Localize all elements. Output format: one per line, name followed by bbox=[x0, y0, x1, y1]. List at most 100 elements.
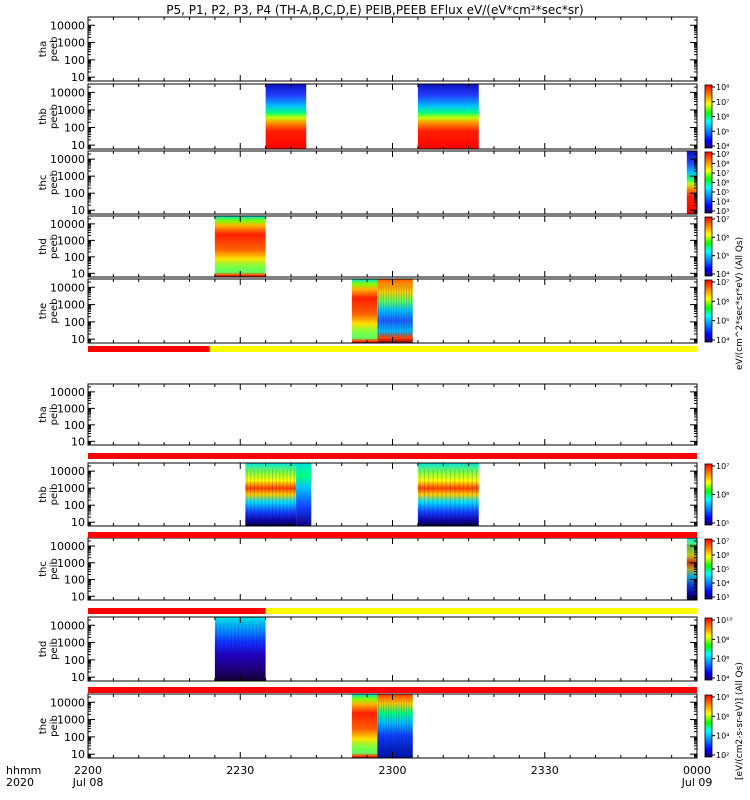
spectrogram-block bbox=[686, 151, 697, 214]
colorbar-unit-ions: [eV/(cm2-s-sr-eV)] (All Qs) bbox=[735, 662, 745, 780]
probe-label: thd bbox=[38, 641, 49, 658]
colorbar bbox=[704, 694, 713, 758]
spectrogram-block bbox=[377, 279, 413, 343]
spectrogram-block bbox=[377, 694, 413, 758]
panel-frame bbox=[87, 83, 698, 150]
y-tick-label: 10 bbox=[71, 748, 85, 761]
y-tick-label: 10000 bbox=[50, 218, 85, 231]
colorbar-tick-label: 10³ bbox=[716, 593, 729, 602]
spectrogram-block bbox=[686, 538, 697, 600]
y-tick-label: 10000 bbox=[50, 281, 85, 294]
colorbar-tick-label: 10⁶ bbox=[716, 491, 729, 500]
colorbar-tick-label: 10⁹ bbox=[716, 150, 729, 159]
x-tick-label: 2230 bbox=[226, 764, 254, 777]
y-tick-label: 100 bbox=[64, 316, 85, 329]
x-axis-year-label: 2020 bbox=[6, 776, 34, 789]
colorbar-tick-label: 10⁴ bbox=[716, 579, 729, 588]
instrument-label: peib bbox=[49, 558, 60, 580]
spectrogram-block bbox=[351, 279, 378, 343]
panel-frame bbox=[87, 616, 698, 682]
colorbar bbox=[704, 84, 713, 149]
instrument-label: peeb bbox=[49, 299, 60, 324]
y-tick-label: 100 bbox=[64, 122, 85, 135]
y-tick-label: 100 bbox=[64, 251, 85, 264]
probe-label: the bbox=[38, 303, 49, 319]
colorbar-tick-label: 10⁷ bbox=[716, 169, 729, 178]
panel-label: thepeeb bbox=[38, 299, 60, 324]
y-tick-label: 1000 bbox=[57, 234, 85, 247]
instrument-label: peeb bbox=[49, 170, 60, 195]
colorbar-tick-label: 10² bbox=[716, 751, 729, 760]
x-date-label: Jul 08 bbox=[72, 776, 104, 789]
probe-label: thb bbox=[38, 486, 49, 503]
x-tick-label: 2200 bbox=[74, 764, 102, 777]
y-tick-label: 10000 bbox=[50, 619, 85, 632]
probe-label: the bbox=[38, 718, 49, 734]
chart-title: P5, P1, P2, P3, P4 (TH-A,B,C,D,E) PEIB,P… bbox=[166, 3, 583, 17]
colorbar-unit-electrons: eV/(cm^2*sec*sr*eV) (All Qs) bbox=[735, 237, 745, 370]
probe-label: thc bbox=[38, 175, 49, 191]
y-tick-label: 10 bbox=[71, 671, 85, 684]
x-tick-label: 0000 bbox=[683, 764, 711, 777]
colorbar-tick-label: 10⁶ bbox=[716, 179, 729, 188]
panel-frame bbox=[87, 215, 698, 278]
colorbar bbox=[704, 617, 713, 681]
y-tick-label: 100 bbox=[64, 419, 85, 432]
status-bar-segment bbox=[265, 608, 697, 614]
panel-label: thepeib bbox=[38, 715, 60, 737]
panel-frame bbox=[87, 16, 698, 82]
colorbar-tick-label: 10⁸ bbox=[716, 635, 729, 644]
colorbar-tick-label: 10⁴ bbox=[716, 142, 729, 151]
probe-label: tha bbox=[38, 41, 49, 57]
colorbar-tick-label: 10⁶ bbox=[716, 551, 729, 560]
y-tick-label: 10000 bbox=[50, 19, 85, 32]
x-tick-label: 2330 bbox=[531, 764, 559, 777]
y-tick-label: 100 bbox=[64, 574, 85, 587]
colorbar-tick-label: 10⁵ bbox=[716, 252, 729, 261]
colorbar-tick-label: 10¹⁰ bbox=[716, 616, 733, 625]
spectrogram-block bbox=[245, 463, 297, 526]
colorbar bbox=[704, 151, 713, 214]
instrument-label: peib bbox=[49, 638, 60, 660]
status-bar-segment bbox=[88, 608, 266, 614]
colorbar-tick-label: 10⁴ bbox=[716, 270, 729, 279]
colorbar-tick-label: 10⁷ bbox=[716, 462, 729, 471]
y-tick-label: 100 bbox=[64, 187, 85, 200]
probe-label: tha bbox=[38, 406, 49, 422]
y-tick-label: 1000 bbox=[57, 637, 85, 650]
colorbar-tick-label: 10⁵ bbox=[716, 519, 729, 528]
y-tick-label: 10000 bbox=[50, 540, 85, 553]
colorbar-tick-label: 10⁷ bbox=[716, 278, 729, 287]
status-bar-segment bbox=[88, 687, 697, 693]
colorbar-tick-label: 10⁸ bbox=[716, 693, 729, 702]
probe-label: thc bbox=[38, 561, 49, 577]
x-date-label: Jul 09 bbox=[681, 776, 713, 789]
probe-label: thd bbox=[38, 238, 49, 255]
y-tick-label: 10 bbox=[71, 267, 85, 280]
y-tick-label: 10000 bbox=[50, 465, 85, 478]
colorbar-tick-label: 10⁵ bbox=[716, 188, 729, 197]
y-tick-label: 1000 bbox=[57, 170, 85, 183]
colorbar bbox=[704, 216, 713, 277]
panel-label: thcpeeb bbox=[38, 170, 60, 195]
status-bar-segment bbox=[88, 532, 697, 538]
spectrogram-block bbox=[417, 463, 479, 526]
y-tick-label: 1000 bbox=[57, 482, 85, 495]
colorbar bbox=[704, 538, 713, 600]
panel-label: thdpeib bbox=[38, 638, 60, 660]
x-tick-label: 2300 bbox=[379, 764, 407, 777]
colorbar-tick-label: 10⁴ bbox=[716, 732, 729, 741]
colorbar-tick-label: 10⁷ bbox=[716, 98, 729, 107]
x-axis-corner-label: hhmm bbox=[6, 764, 41, 777]
colorbar-tick-label: 10⁸ bbox=[716, 160, 729, 169]
colorbar-tick-label: 10⁵ bbox=[716, 127, 729, 136]
spectrogram-block bbox=[296, 463, 312, 526]
